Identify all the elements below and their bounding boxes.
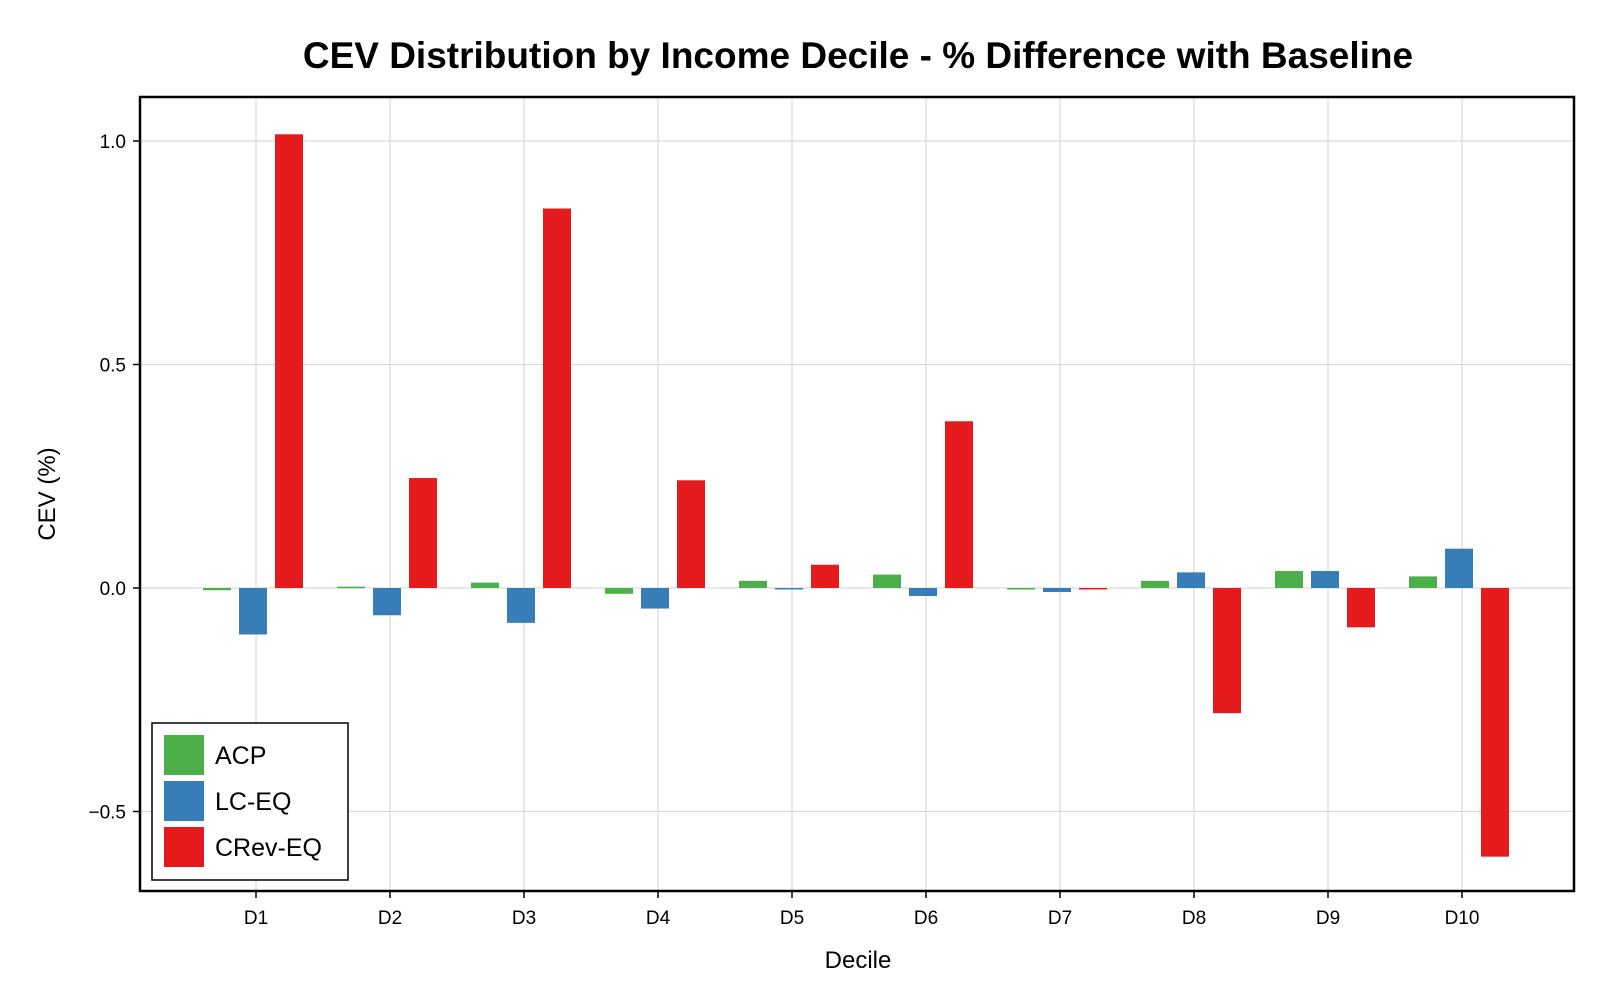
bar-crev-eq-d6 [945, 421, 973, 588]
x-tick-label: D1 [244, 908, 268, 929]
bar-lc-eq-d4 [641, 588, 669, 609]
x-tick-label: D7 [1048, 908, 1072, 929]
bar-acp-d10 [1409, 576, 1437, 588]
bar-crev-eq-d7 [1079, 588, 1107, 590]
bar-acp-d7 [1007, 588, 1035, 590]
bar-lc-eq-d7 [1043, 588, 1071, 593]
bar-lc-eq-d8 [1177, 572, 1205, 588]
bar-crev-eq-d9 [1347, 588, 1375, 628]
plot-frame [138, 95, 1576, 893]
chart-title: CEV Distribution by Income Decile - % Di… [303, 35, 1413, 76]
y-tick-label: 0.0 [100, 579, 126, 600]
y-tick-label: −0.5 [88, 803, 126, 824]
x-tick-label: D5 [780, 908, 804, 929]
bar-lc-eq-d5 [775, 588, 803, 590]
x-tick-label: D6 [914, 908, 938, 929]
x-tick-label: D8 [1182, 908, 1206, 929]
x-tick-label: D9 [1316, 908, 1340, 929]
x-axis-label: Decile [825, 947, 892, 974]
bar-acp-d3 [471, 582, 499, 588]
bar-crev-eq-d8 [1213, 588, 1241, 714]
legend-label-crev-eq: CRev-EQ [215, 834, 322, 862]
bar-acp-d1 [203, 588, 231, 591]
bar-lc-eq-d6 [909, 588, 937, 597]
bar-lc-eq-d2 [373, 588, 401, 616]
y-tick-label: 1.0 [100, 132, 126, 153]
bar-crev-eq-d4 [677, 480, 705, 588]
gridlines [140, 97, 1574, 891]
bar-lc-eq-d3 [507, 588, 535, 623]
legend-swatch-acp [164, 735, 204, 775]
legend-label-acp: ACP [215, 742, 266, 770]
x-tick-label: D10 [1445, 908, 1480, 929]
legend-swatch-lc-eq [164, 781, 204, 821]
x-tick-label: D4 [646, 908, 671, 929]
bar-lc-eq-d9 [1311, 571, 1339, 588]
bar-lc-eq-d1 [239, 588, 267, 635]
y-tick-label: 0.5 [100, 356, 126, 377]
bar-acp-d5 [739, 580, 767, 588]
bar-acp-d6 [873, 574, 901, 588]
bar-acp-d8 [1141, 580, 1169, 588]
bars [203, 134, 1509, 857]
y-axis-label: CEV (%) [34, 447, 61, 540]
bar-acp-d9 [1275, 571, 1303, 588]
bar-lc-eq-d10 [1445, 548, 1473, 588]
bar-crev-eq-d10 [1481, 588, 1509, 857]
bar-crev-eq-d1 [275, 134, 303, 589]
bar-acp-d2 [337, 586, 365, 589]
x-tick-label: D2 [378, 908, 402, 929]
legend: ACP LC-EQ CRev-EQ [151, 722, 349, 881]
bar-crev-eq-d5 [811, 564, 839, 588]
x-tick-label: D3 [512, 908, 536, 929]
bar-crev-eq-d3 [543, 208, 571, 588]
legend-swatch-crev-eq [164, 827, 204, 867]
bar-crev-eq-d2 [409, 478, 437, 588]
legend-label-lc-eq: LC-EQ [215, 788, 291, 816]
bar-acp-d4 [605, 588, 633, 594]
ticks: D1 D2 D3 D4 D5 D6 D7 D8 D9 D10 1.0 0.5 0.0 −0.5 [88, 132, 1479, 929]
